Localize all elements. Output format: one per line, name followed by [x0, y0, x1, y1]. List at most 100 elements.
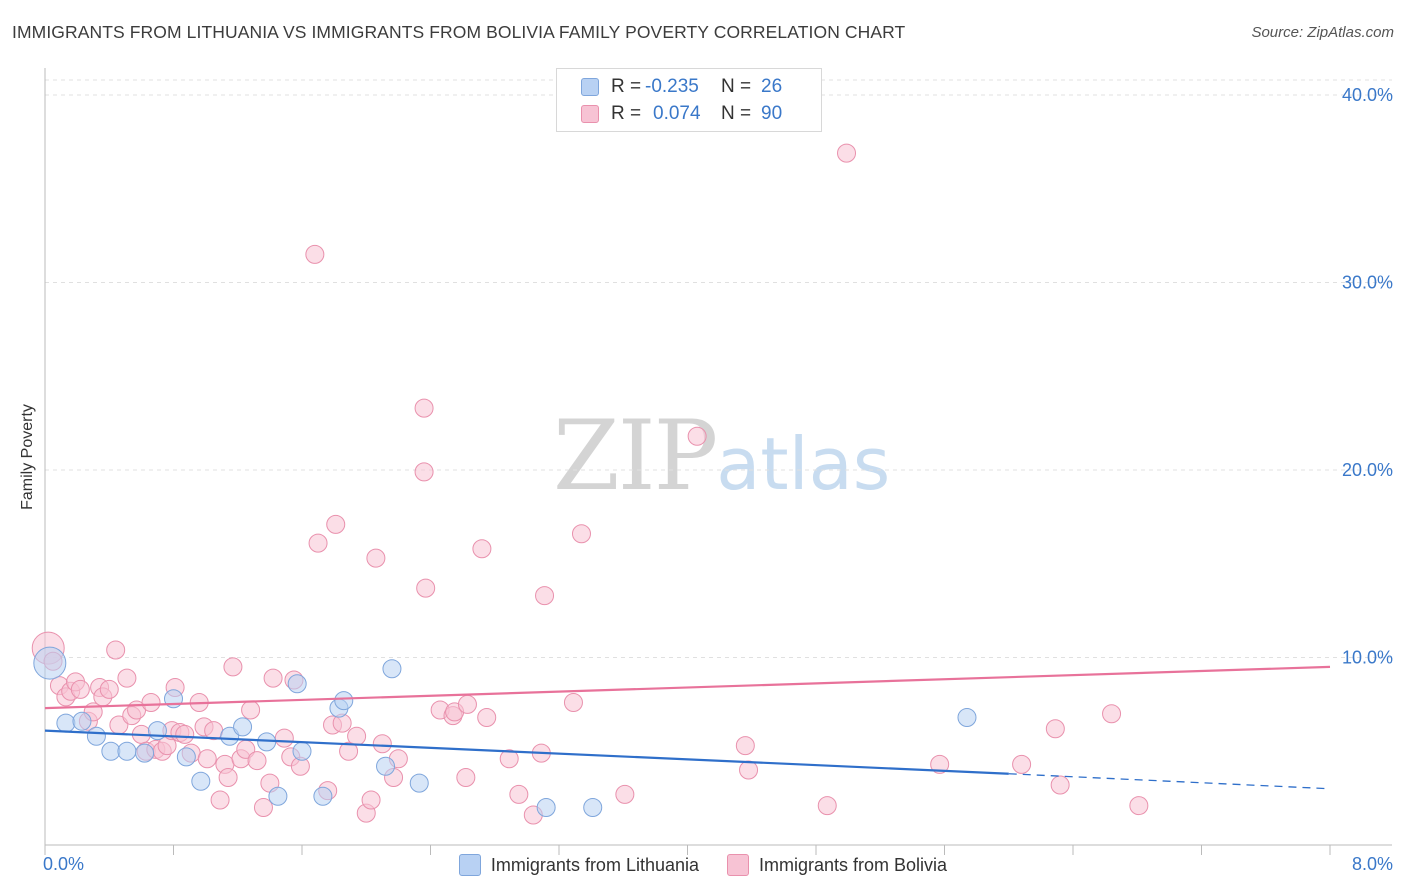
data-point-bolivia [477, 708, 497, 727]
data-point-lithuania [86, 726, 106, 746]
data-point-bolivia [615, 784, 635, 804]
data-point-bolivia [326, 514, 346, 534]
data-point-lithuania [233, 717, 253, 737]
data-point-bolivia [509, 784, 529, 804]
chart-title: IMMIGRANTS FROM LITHUANIA VS IMMIGRANTS … [12, 22, 906, 42]
data-point-bolivia [347, 726, 367, 746]
x-tick-label: 0.0% [43, 854, 84, 874]
data-point-lithuania [287, 674, 307, 694]
data-point-lithuania [56, 713, 76, 733]
data-point-bolivia [218, 768, 238, 787]
data-point-bolivia [930, 754, 950, 774]
data-point-bolivia [414, 462, 434, 482]
legend-row-bolivia: R = 0.074 N = 90 [581, 102, 782, 126]
watermark-zip: ZIP [553, 400, 718, 512]
data-point-bolivia [687, 426, 707, 446]
data-point-lithuania [409, 773, 429, 793]
series-swatch-bolivia [727, 854, 750, 876]
data-point-bolivia [1012, 754, 1032, 774]
data-point-bolivia [535, 586, 555, 606]
y-tick-label: 30.0% [1342, 273, 1393, 293]
data-point-bolivia [372, 734, 392, 754]
data-point-lithuania [220, 726, 240, 746]
source-credit: Source: ZipAtlas.com [1251, 24, 1394, 41]
data-point-lithuania [72, 711, 92, 731]
data-point-bolivia [1050, 775, 1070, 795]
data-point-bolivia [197, 749, 217, 769]
trend-line-extension-lithuania [1008, 773, 1331, 790]
legend-n-label: N = [721, 76, 752, 97]
data-point-lithuania [268, 786, 288, 806]
legend-n-value-bolivia: 90 [761, 103, 783, 124]
y-tick-label: 10.0% [1342, 648, 1393, 668]
data-point-bolivia [837, 143, 857, 163]
data-point-bolivia [99, 679, 119, 699]
data-point-bolivia [70, 679, 90, 699]
data-point-lithuania [382, 659, 402, 679]
data-point-bolivia [308, 533, 328, 553]
data-point-lithuania [536, 798, 556, 817]
data-point-lithuania [33, 646, 67, 680]
trend-line-lithuania [44, 729, 1009, 775]
data-point-bolivia [305, 244, 325, 264]
data-point-lithuania [135, 743, 155, 763]
data-point-lithuania [292, 741, 312, 761]
watermark: ZIPatlas [553, 400, 890, 512]
legend-r-label: R = [611, 76, 642, 97]
correlation-legend: R = -0.235 N = 26 R = 0.074 N = 90 [556, 68, 822, 132]
series-legend-bolivia[interactable]: Immigrants from Bolivia [727, 854, 947, 876]
data-point-bolivia [117, 668, 137, 688]
legend-r-value-lithuania: -0.235 [645, 76, 699, 97]
y-axis-label: Family Poverty [19, 404, 36, 510]
data-point-bolivia [339, 741, 359, 761]
data-point-lithuania [191, 771, 211, 791]
x-tick-label: 8.0% [1352, 854, 1393, 874]
y-tick-label: 40.0% [1342, 85, 1393, 105]
data-point-bolivia [366, 548, 386, 568]
data-point-lithuania [313, 786, 333, 806]
data-point-bolivia [263, 668, 283, 688]
data-point-lithuania [117, 741, 137, 761]
data-point-bolivia [563, 693, 583, 712]
data-point-bolivia [817, 796, 837, 816]
data-point-lithuania [176, 747, 196, 767]
data-point-bolivia [416, 578, 436, 598]
data-point-bolivia [274, 728, 294, 748]
data-point-lithuania [376, 756, 396, 776]
legend-r-label: R = [611, 103, 642, 124]
data-point-lithuania [334, 691, 354, 711]
trend-line-bolivia [44, 665, 1331, 710]
data-point-lithuania [583, 798, 603, 817]
legend-swatch-lithuania [581, 78, 599, 96]
data-point-bolivia [247, 751, 267, 771]
data-point-bolivia [106, 640, 126, 660]
data-point-bolivia [253, 798, 273, 817]
data-point-bolivia [1045, 719, 1065, 739]
data-point-bolivia [472, 539, 492, 559]
series-label-lithuania: Immigrants from Lithuania [490, 854, 700, 875]
series-legend: Immigrants from Lithuania Immigrants fro… [0, 852, 1406, 878]
data-point-lithuania [957, 708, 977, 727]
legend-r-value-bolivia: 0.074 [653, 103, 701, 124]
legend-swatch-bolivia [581, 105, 599, 123]
data-point-bolivia [361, 790, 381, 810]
data-point-bolivia [1129, 796, 1149, 816]
data-point-bolivia [223, 657, 243, 677]
data-point-bolivia [241, 700, 261, 720]
data-point-bolivia [175, 724, 195, 744]
data-point-bolivia [1102, 704, 1122, 724]
data-point-lithuania [101, 741, 121, 761]
data-point-bolivia [456, 768, 476, 787]
data-point-bolivia [571, 524, 591, 544]
data-point-bolivia [210, 790, 230, 810]
legend-row-lithuania: R = -0.235 N = 26 [581, 75, 782, 99]
series-swatch-lithuania [458, 854, 481, 876]
series-label-bolivia: Immigrants from Bolivia [759, 854, 948, 875]
data-point-bolivia [499, 749, 519, 769]
series-legend-lithuania[interactable]: Immigrants from Lithuania [458, 854, 700, 876]
data-point-bolivia [457, 694, 477, 714]
data-point-bolivia [141, 693, 161, 712]
y-tick-label: 20.0% [1342, 460, 1393, 480]
data-point-bolivia [739, 760, 759, 780]
